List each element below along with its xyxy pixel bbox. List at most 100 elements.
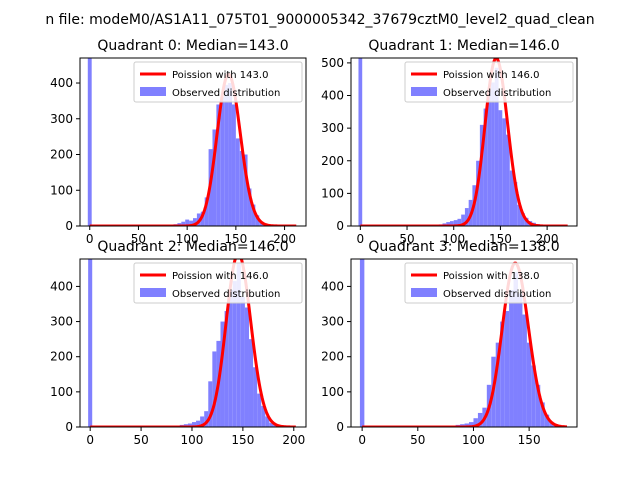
- histogram-bar: [253, 367, 258, 427]
- legend-swatch-observed: [140, 288, 166, 297]
- histogram-bar: [358, 58, 363, 226]
- legend-label-poisson: Poission with 138.0: [443, 271, 539, 282]
- x-tick-label: 200: [536, 232, 559, 246]
- y-tick-label: 500: [321, 56, 344, 70]
- histogram-bar: [193, 218, 197, 226]
- legend-box: [404, 262, 574, 304]
- histogram-bar: [181, 221, 186, 226]
- histogram-bar: [247, 188, 252, 226]
- legend: Poission with 146.0 Observed distribution: [133, 262, 303, 304]
- axes-frame: [79, 258, 307, 428]
- histogram-bar: [506, 134, 510, 226]
- legend-swatch-observed: [140, 87, 166, 96]
- plot-area: [87, 58, 297, 226]
- histogram-bar: [494, 67, 499, 226]
- histogram-bar: [464, 423, 470, 427]
- y-tick-label: 0: [65, 420, 73, 434]
- histogram-bar: [239, 150, 244, 226]
- histogram-bar: [449, 221, 454, 226]
- legend-label-observed: Observed distribution: [443, 88, 551, 99]
- legend-box: [133, 262, 303, 304]
- x-tick-label: 100: [462, 433, 485, 447]
- histogram-bar: [535, 384, 541, 427]
- quadrant-panel-1: Quadrant 1: Median=146.0 0 50 100 150 200 0 100…: [321, 38, 578, 246]
- histogram-bar: [469, 422, 474, 427]
- panel-title: Quadrant 2: Median=146.0: [97, 239, 288, 255]
- histogram-bar: [200, 211, 205, 226]
- histogram-bar: [191, 422, 197, 427]
- y-tick-label: 300: [50, 315, 73, 329]
- histogram-bar: [513, 272, 518, 427]
- y-tick-label: 0: [336, 420, 344, 434]
- histogram-bar: [240, 296, 245, 427]
- x-tick-label: 150: [231, 433, 254, 447]
- histogram-bar: [244, 307, 249, 427]
- histogram-bar: [504, 311, 510, 427]
- y-tick-label: 400: [321, 89, 344, 103]
- x-tick-label: 50: [131, 232, 146, 246]
- x-tick-label: 200: [273, 232, 296, 246]
- histogram-bar: [477, 412, 483, 427]
- x-tick-label: 100: [181, 433, 204, 447]
- x-tick-label: 50: [399, 232, 414, 246]
- y-tick-label: 0: [65, 219, 73, 233]
- y-tick-label: 100: [50, 385, 73, 399]
- histogram-bar: [526, 342, 532, 427]
- x-tick-label: 0: [358, 433, 366, 447]
- axes-frame: [350, 258, 578, 428]
- panel-title: Quadrant 1: Median=146.0: [368, 38, 559, 54]
- histogram-bar: [204, 197, 209, 226]
- histogram-bar: [236, 263, 241, 427]
- legend-swatch-observed: [411, 288, 437, 297]
- legend-label-poisson: Poission with 146.0: [443, 70, 539, 81]
- histogram-bar: [269, 422, 274, 427]
- histogram-bar: [251, 204, 256, 226]
- histogram-bar: [88, 259, 93, 427]
- histogram-bar: [464, 208, 469, 226]
- histogram-bar: [261, 405, 266, 427]
- legend-label-poisson: Poission with 146.0: [172, 271, 268, 282]
- x-tick-label: 50: [410, 433, 425, 447]
- legend-label-poisson: Poission with 143.0: [172, 70, 268, 81]
- histogram-bar: [502, 118, 507, 226]
- x-tick-label: 100: [442, 232, 465, 246]
- histogram-bar: [87, 58, 92, 226]
- y-tick-label: 100: [321, 186, 344, 200]
- quadrant-panel-3: Quadrant 3: Median=138.0 0 50 100 150 0 100 200…: [321, 239, 578, 447]
- histogram-bar: [461, 214, 465, 226]
- histogram-bar: [531, 365, 536, 427]
- legend-label-observed: Observed distribution: [172, 88, 280, 99]
- histogram-bar: [453, 220, 458, 226]
- histogram-bar: [520, 212, 525, 226]
- histogram-bar: [549, 421, 554, 427]
- x-tick-label: 200: [282, 433, 305, 447]
- histogram-bar: [509, 289, 514, 427]
- legend-label-observed: Observed distribution: [172, 289, 280, 300]
- histogram-bar: [457, 218, 462, 226]
- y-tick-label: 100: [50, 183, 73, 197]
- histogram-bar: [185, 219, 190, 226]
- legend-box: [404, 61, 574, 103]
- histogram-bar: [476, 160, 480, 226]
- histogram-bar: [228, 289, 233, 427]
- histogram-bar: [540, 402, 545, 427]
- histogram-bar: [483, 108, 488, 226]
- histogram-bar: [204, 411, 209, 427]
- plot-area: [358, 58, 569, 226]
- histogram-bar: [224, 311, 229, 427]
- x-tick-label: 0: [86, 433, 94, 447]
- histogram-bar: [479, 124, 484, 226]
- histogram-bar: [216, 104, 221, 226]
- panel-title: Quadrant 0: Median=143.0: [97, 38, 288, 54]
- plot-area: [359, 259, 568, 427]
- x-tick-label: 150: [224, 232, 247, 246]
- histogram-bar: [220, 321, 225, 427]
- panel-title: Quadrant 3: Median=138.0: [368, 239, 559, 255]
- histogram-bar: [231, 104, 236, 226]
- y-tick-label: 400: [321, 279, 344, 293]
- histogram-bar: [187, 423, 192, 427]
- histogram-bar: [243, 154, 248, 226]
- histogram-bar: [255, 215, 260, 226]
- y-tick-label: 200: [321, 350, 344, 364]
